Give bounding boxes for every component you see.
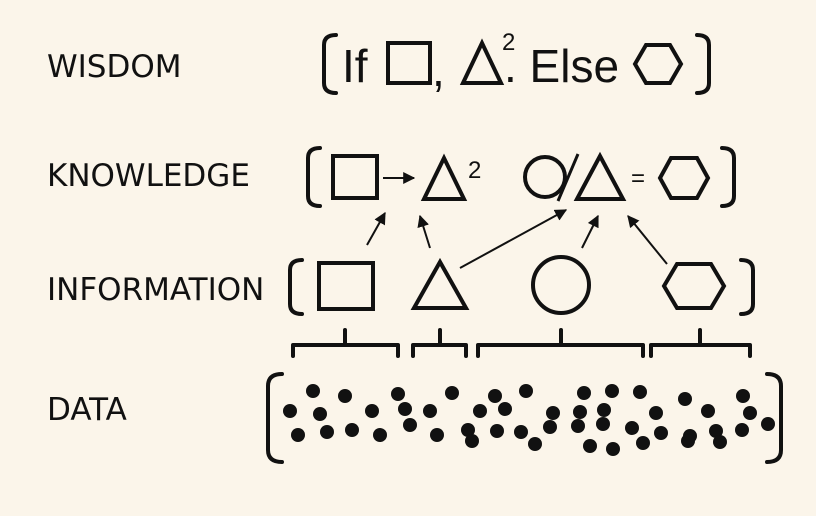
- knowledge-exponent: 2: [468, 157, 481, 184]
- wisdom-exponent: 2: [502, 29, 515, 56]
- data-dot: [490, 424, 504, 438]
- arrow-icon: [627, 215, 668, 265]
- data-dot: [488, 389, 502, 403]
- data-dot: [571, 419, 585, 433]
- data-dot: [577, 386, 591, 400]
- level-label-information: INFORMATION: [47, 272, 264, 308]
- data-dot: [743, 406, 757, 420]
- data-dot: [430, 428, 444, 442]
- information-expression: [288, 255, 755, 316]
- right-bracket: [739, 258, 755, 316]
- data-points: [283, 384, 775, 456]
- data-dot: [345, 423, 359, 437]
- hexagon-icon: [661, 262, 727, 310]
- group-bracket: [291, 328, 400, 358]
- data-dot: [313, 407, 327, 421]
- data-dot: [473, 404, 487, 418]
- data-dot: [701, 404, 715, 418]
- data-dot: [596, 417, 610, 431]
- data-dot: [365, 404, 379, 418]
- left-bracket: [288, 258, 304, 316]
- data-expression: [266, 372, 783, 464]
- data-dot: [465, 434, 479, 448]
- data-dot: [636, 436, 650, 450]
- data-dot: [391, 387, 405, 401]
- knowledge-equals: =: [631, 165, 645, 192]
- data-dot: [546, 406, 560, 420]
- data-dot: [681, 434, 695, 448]
- division-slash-icon: [556, 153, 580, 202]
- group-bracket: [649, 328, 752, 358]
- level-label-knowledge: KNOWLEDGE: [47, 158, 250, 194]
- data-dot: [528, 437, 542, 451]
- data-dot: [338, 389, 352, 403]
- data-dot: [736, 389, 750, 403]
- knowledge-expression: 2 =: [306, 146, 736, 208]
- wisdom-else-text: . Else: [504, 40, 619, 92]
- square-icon: [386, 41, 432, 85]
- data-dot: [398, 402, 412, 416]
- group-bracket: [476, 328, 645, 358]
- data-dot: [543, 420, 557, 434]
- data-dot: [403, 418, 417, 432]
- circle-icon: [523, 155, 567, 199]
- triangle-icon: [459, 38, 505, 85]
- group-bracket: [411, 328, 468, 358]
- data-dot: [605, 384, 619, 398]
- data-dot: [423, 404, 437, 418]
- data-dot: [514, 425, 528, 439]
- right-bracket: [765, 372, 783, 464]
- data-dot: [583, 439, 597, 453]
- wisdom-comma: ,: [432, 44, 445, 96]
- data-dot: [709, 424, 723, 438]
- data-dot: [573, 405, 587, 419]
- data-dot: [735, 423, 749, 437]
- arrow-icon: [417, 214, 431, 249]
- data-dot: [761, 417, 775, 431]
- data-dot: [519, 384, 533, 398]
- triangle-icon: [573, 151, 627, 201]
- left-bracket: [306, 146, 322, 208]
- level-label-wisdom: WISDOM: [47, 49, 182, 85]
- data-grouping-brackets: [291, 328, 752, 358]
- data-dot: [320, 425, 334, 439]
- triangle-icon: [410, 257, 470, 310]
- right-bracket: [720, 146, 736, 208]
- data-dot: [291, 428, 305, 442]
- data-dot: [445, 386, 459, 400]
- data-dot: [498, 402, 512, 416]
- data-dot: [606, 442, 620, 456]
- data-dot: [461, 423, 475, 437]
- left-bracket: [266, 372, 284, 464]
- data-dot: [373, 428, 387, 442]
- wisdom-if-text: If: [342, 40, 368, 92]
- arrow-icon: [366, 211, 386, 246]
- triangle-icon: [420, 153, 468, 201]
- square-icon: [317, 261, 375, 311]
- hexagon-icon: [632, 43, 684, 85]
- left-bracket: [322, 33, 338, 95]
- arrow-icon: [459, 209, 568, 269]
- data-dot: [306, 384, 320, 398]
- data-dot: [633, 385, 647, 399]
- data-dot: [654, 426, 668, 440]
- arrow-icon: [581, 214, 599, 249]
- data-dot: [649, 406, 663, 420]
- data-dot: [678, 392, 692, 406]
- square-icon: [331, 154, 379, 200]
- data-dot: [713, 435, 727, 449]
- right-bracket: [695, 33, 711, 95]
- level-label-data: DATA: [47, 392, 127, 428]
- wisdom-expression: If , 2 . Else: [322, 29, 711, 96]
- data-dot: [597, 403, 611, 417]
- data-dot: [625, 421, 639, 435]
- circle-icon: [531, 255, 591, 315]
- hexagon-icon: [657, 156, 711, 200]
- information-to-knowledge-arrows: [366, 209, 668, 269]
- data-dot: [283, 404, 297, 418]
